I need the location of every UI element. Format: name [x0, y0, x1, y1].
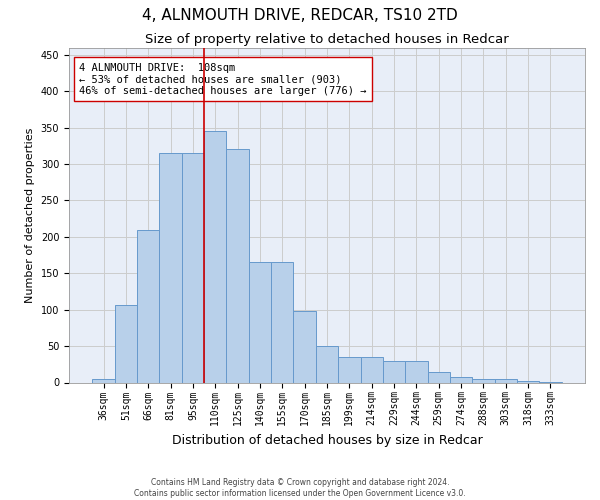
Bar [405, 360, 428, 382]
Bar [226, 150, 249, 382]
Bar [383, 360, 405, 382]
Bar [182, 153, 204, 382]
Bar [428, 372, 450, 382]
Bar [450, 376, 472, 382]
Bar [517, 381, 539, 382]
Bar [249, 262, 271, 382]
Text: 4, ALNMOUTH DRIVE, REDCAR, TS10 2TD: 4, ALNMOUTH DRIVE, REDCAR, TS10 2TD [142, 8, 458, 22]
Text: Contains HM Land Registry data © Crown copyright and database right 2024.
Contai: Contains HM Land Registry data © Crown c… [134, 478, 466, 498]
Bar [92, 379, 115, 382]
Bar [204, 131, 226, 382]
Bar [494, 379, 517, 382]
Bar [115, 306, 137, 382]
X-axis label: Distribution of detached houses by size in Redcar: Distribution of detached houses by size … [172, 434, 482, 446]
Bar [472, 379, 494, 382]
Bar [271, 262, 293, 382]
Bar [137, 230, 160, 382]
Bar [316, 346, 338, 383]
Text: 4 ALNMOUTH DRIVE:  108sqm
← 53% of detached houses are smaller (903)
46% of semi: 4 ALNMOUTH DRIVE: 108sqm ← 53% of detach… [79, 62, 367, 96]
Title: Size of property relative to detached houses in Redcar: Size of property relative to detached ho… [145, 34, 509, 46]
Y-axis label: Number of detached properties: Number of detached properties [25, 128, 35, 302]
Bar [338, 357, 361, 382]
Bar [293, 311, 316, 382]
Bar [160, 153, 182, 382]
Bar [361, 357, 383, 382]
